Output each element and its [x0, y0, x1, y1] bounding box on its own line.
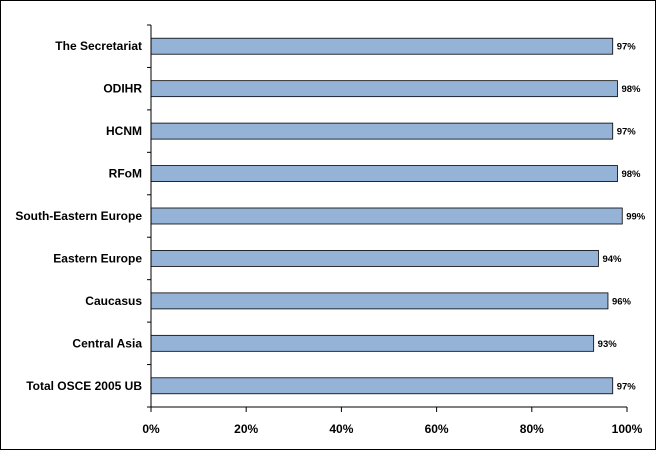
bar: [150, 165, 618, 182]
category-label: Central Asia: [72, 336, 142, 350]
axes-layer: [147, 24, 628, 412]
bar: [150, 377, 614, 395]
value-label: 99%: [626, 212, 646, 223]
bar: [150, 37, 614, 55]
category-label: The Secretariat: [55, 39, 142, 53]
category-label: Caucasus: [85, 294, 142, 308]
bar: [150, 80, 618, 98]
labels-layer: The Secretariat 97% ODIHR 98% HCNM 97% RFoM 98%…: [15, 39, 645, 436]
bar: [150, 122, 614, 140]
category-label: Eastern Europe: [53, 251, 142, 265]
bar: [150, 207, 623, 225]
value-label: 97%: [617, 42, 637, 53]
value-label: 97%: [617, 127, 637, 138]
x-tick-label: 40%: [329, 422, 353, 436]
x-tick-label: 100%: [612, 422, 643, 436]
bars-layer: [150, 37, 623, 395]
value-label: 96%: [612, 296, 632, 307]
x-tick-label: 60%: [425, 422, 449, 436]
category-label: South-Eastern Europe: [15, 209, 142, 223]
value-label: 98%: [621, 84, 641, 95]
value-label: 98%: [621, 169, 641, 180]
bar: [150, 250, 599, 267]
bar: [150, 334, 595, 352]
value-label: 97%: [617, 381, 637, 392]
bar: [150, 292, 609, 310]
value-label: 94%: [602, 254, 622, 265]
value-label: 93%: [598, 339, 618, 350]
x-tick-label: 80%: [520, 422, 544, 436]
category-label: RFoM: [109, 167, 142, 181]
x-tick-label: 0%: [142, 422, 160, 436]
category-label: ODIHR: [103, 82, 142, 96]
x-tick-label: 20%: [234, 422, 258, 436]
category-label: Total OSCE 2005 UB: [26, 379, 142, 393]
category-label: HCNM: [106, 124, 142, 138]
